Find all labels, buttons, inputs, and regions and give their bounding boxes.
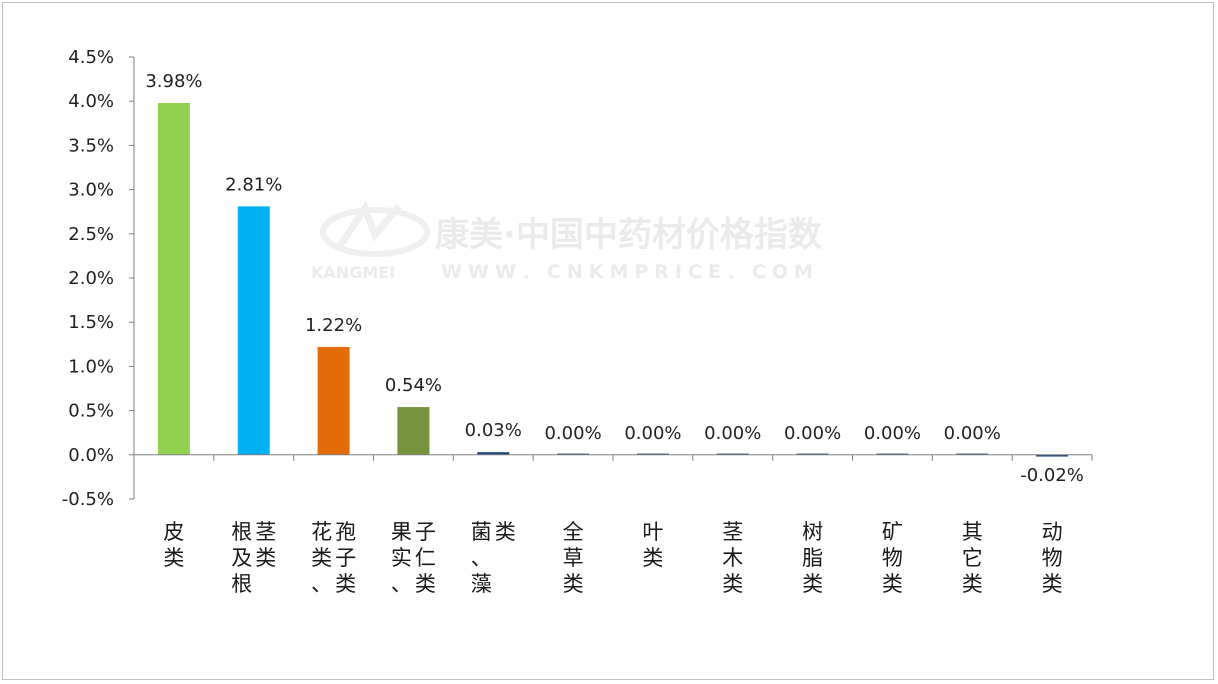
category-label: 叶类 xyxy=(642,520,663,570)
data-label: 0.00% xyxy=(624,423,681,444)
data-label: 1.22% xyxy=(305,315,362,336)
bar xyxy=(876,453,909,455)
bar xyxy=(956,453,989,455)
y-tick-label: 0.0% xyxy=(68,445,114,466)
data-label: 0.00% xyxy=(864,423,921,444)
bar xyxy=(237,206,270,455)
watermark: 康美·中国中药材价格指数 KANGMEI WWW．CNKMPRICE．COM xyxy=(311,200,822,283)
category-label: 树脂类 xyxy=(802,520,823,596)
watermark-brand: KANGMEI xyxy=(311,263,395,282)
bar xyxy=(557,453,590,455)
data-label: 0.00% xyxy=(784,423,841,444)
data-labels: 3.98% 2.81% 1.22% 0.54% 0.03% 0.00% 0.00% 0.00%… xyxy=(145,71,1084,486)
bar xyxy=(157,102,190,455)
category-label: 全草类 xyxy=(563,520,584,596)
category-label: 茎木类 xyxy=(722,520,743,596)
y-tick-label: 1.0% xyxy=(68,356,114,377)
y-tick-label: 2.0% xyxy=(68,268,114,289)
category-label: 果实、子仁类 xyxy=(391,520,436,596)
bar xyxy=(397,407,430,455)
watermark-title: 康美·中国中药材价格指数 xyxy=(435,215,822,255)
y-tick-label: 2.5% xyxy=(68,224,114,245)
category-label: 矿物类 xyxy=(882,520,903,596)
data-label: 0.00% xyxy=(544,423,601,444)
category-label: 动物类 xyxy=(1042,520,1063,596)
watermark-url: WWW．CNKMPRICE．COM xyxy=(441,261,819,283)
data-label: 0.54% xyxy=(385,375,442,396)
y-tick-label: 0.5% xyxy=(68,401,114,422)
data-label: 0.03% xyxy=(465,420,522,441)
bar xyxy=(1036,454,1069,457)
category-label: 其它类 xyxy=(962,520,983,596)
bar-chart: 康美·中国中药材价格指数 KANGMEI WWW．CNKMPRICE．COM 4… xyxy=(62,47,1093,596)
category-label: 花类、孢子类 xyxy=(311,520,356,596)
bar xyxy=(716,453,749,455)
data-label: -0.02% xyxy=(1020,465,1084,486)
bar xyxy=(477,452,510,455)
y-axis: 4.5% 4.0% 3.5% 3.0% 2.5% 2.0% 1.5% 1.0% 0.5% 0.0%… xyxy=(62,47,135,510)
y-tick-label: 1.5% xyxy=(68,312,114,333)
data-label: 0.00% xyxy=(704,423,761,444)
y-tick-label: -0.5% xyxy=(62,489,114,510)
bar xyxy=(317,346,350,455)
y-tick-label: 4.0% xyxy=(68,91,114,112)
y-tick-label: 3.5% xyxy=(68,135,114,156)
data-label: 0.00% xyxy=(944,423,1001,444)
category-label: 根及根茎类 xyxy=(231,520,276,596)
y-tick-label: 3.0% xyxy=(68,180,114,201)
data-label: 2.81% xyxy=(225,174,282,195)
x-axis xyxy=(133,454,1093,461)
category-label: 皮类 xyxy=(163,520,184,570)
data-label: 3.98% xyxy=(145,71,202,92)
category-label: 菌、藻类 xyxy=(471,520,516,596)
bar xyxy=(636,453,669,455)
bars xyxy=(157,102,1069,457)
bar xyxy=(796,453,829,455)
y-tick-label: 4.5% xyxy=(68,47,114,68)
watermark-logo-icon xyxy=(320,200,430,257)
